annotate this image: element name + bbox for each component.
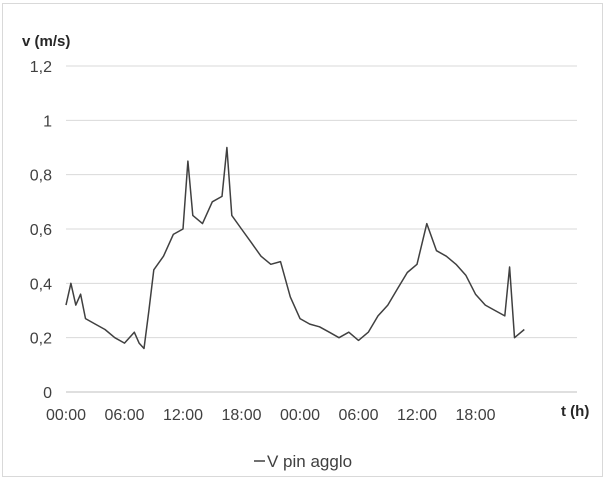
legend-label: V pin agglo — [267, 452, 352, 471]
x-tick-label: 18:00 — [455, 407, 495, 424]
y-tick-label: 0,8 — [30, 168, 52, 185]
y-tick-label: 0,4 — [30, 276, 52, 293]
x-tick-label: 00:00 — [46, 407, 86, 424]
x-tick-label: 00:00 — [280, 407, 320, 424]
y-tick-label: 0 — [43, 385, 52, 402]
y-tick-labels: 0 0,2 0,4 0,6 0,8 1 1,2 — [30, 59, 52, 402]
gridlines — [66, 65, 577, 339]
legend: V pin agglo — [254, 452, 352, 471]
x-tick-label: 18:00 — [221, 407, 261, 424]
y-tick-label: 1,2 — [30, 59, 52, 76]
y-tick-label: 0,6 — [30, 222, 52, 239]
x-tick-label: 06:00 — [104, 407, 144, 424]
x-tick-labels: 00:00 06:00 12:00 18:00 00:00 06:00 12:00 18:00 — [46, 407, 496, 424]
chart-frame — [2, 3, 603, 477]
y-axis-title: v (m/s) — [22, 33, 70, 50]
series-line — [65, 146, 525, 350]
y-tick-label: 1 — [43, 113, 52, 130]
series-group — [65, 146, 525, 350]
x-tick-label: 06:00 — [338, 407, 378, 424]
x-tick-label: 12:00 — [397, 407, 437, 424]
x-axis-title: t (h) — [561, 403, 589, 420]
x-tick-label: 12:00 — [163, 407, 203, 424]
y-tick-label: 0,2 — [30, 331, 52, 348]
